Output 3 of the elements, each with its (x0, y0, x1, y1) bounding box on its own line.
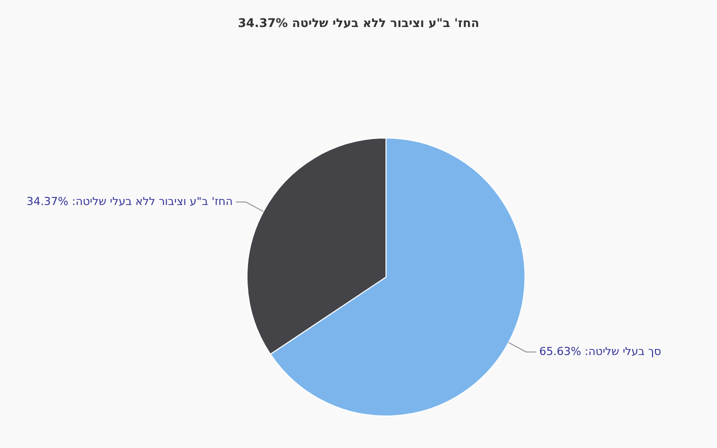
slice-label: החז' ב"ע וציבור ללא בעלי שליטה 34.37% (238, 16, 480, 30)
slice-label: החז' ב"ע וציבור ללא בעלי שליטה: 34.37% (26, 195, 233, 208)
slice-label: סך בעלי שליטה: 65.63% (539, 344, 662, 358)
